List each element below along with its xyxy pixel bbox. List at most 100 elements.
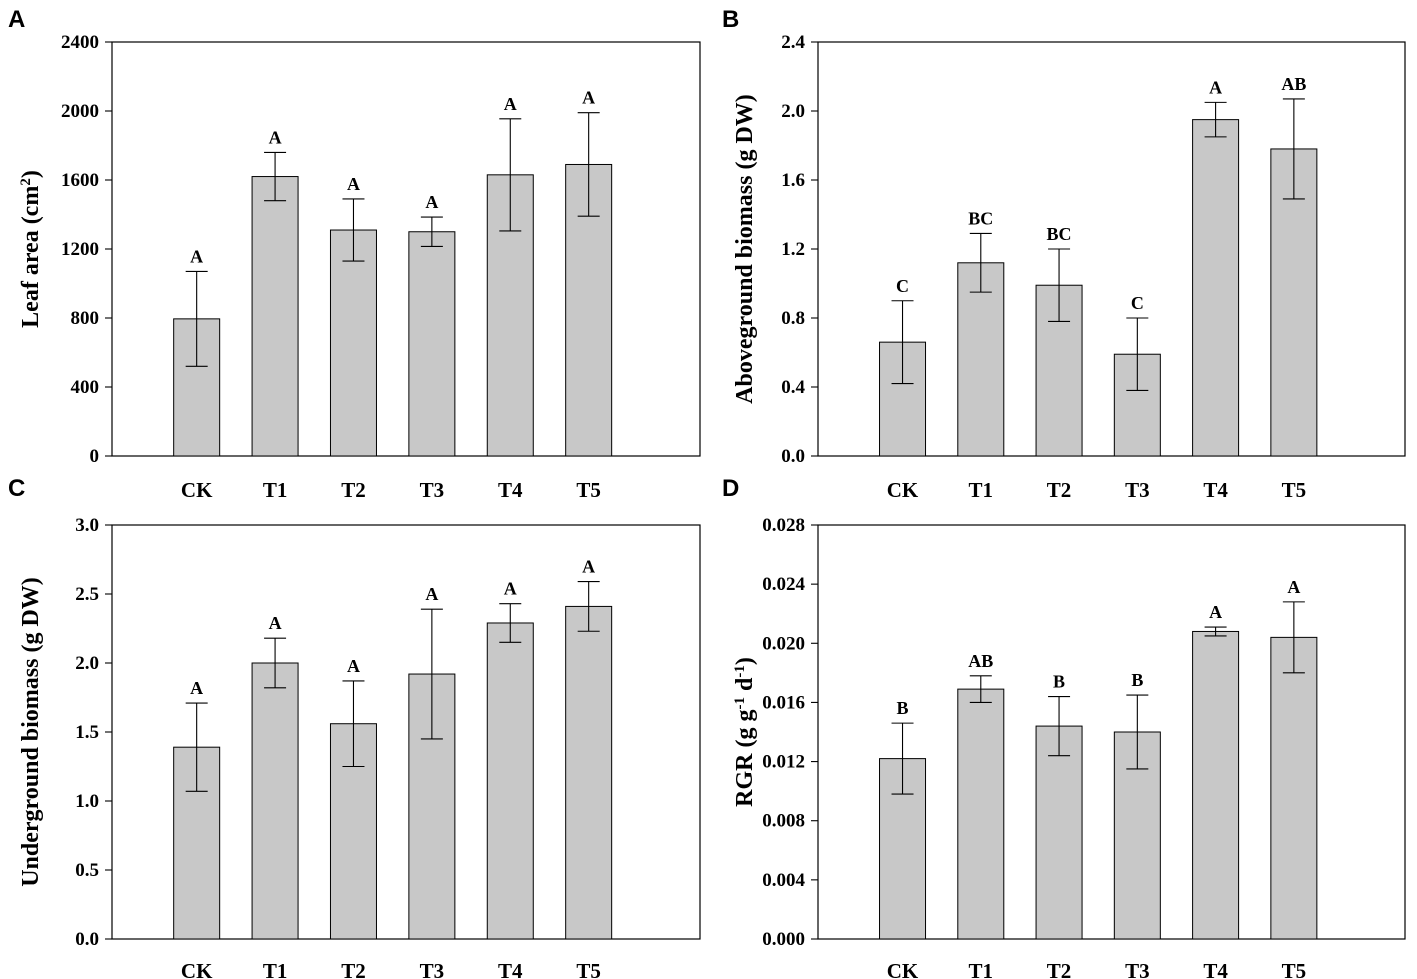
y-tick-label: 0.5 [75, 860, 99, 881]
y-axis-label: Aboveground biomass (g DW) [732, 94, 758, 404]
x-category-label: CK [181, 959, 213, 979]
y-axis-label: Leaf area (cm2) [18, 170, 44, 328]
y-tick-label: 3.0 [75, 515, 99, 536]
significance-letter: B [897, 698, 909, 718]
y-axis-label: RGR (g g-1 d-1) [732, 657, 758, 807]
y-tick-label: 0.000 [762, 929, 805, 950]
bar-t5 [565, 605, 613, 940]
bar-t5 [1270, 636, 1318, 940]
y-tick-label: 2.4 [781, 32, 805, 53]
y-tick-label: 2000 [61, 101, 99, 122]
y-tick-label: 2.0 [75, 653, 99, 674]
x-category-label: T5 [1282, 478, 1307, 502]
significance-letter: A [347, 174, 360, 194]
y-tick-label: 2400 [61, 32, 99, 53]
significance-letter: A [269, 613, 282, 633]
x-category-label: T4 [1203, 959, 1228, 979]
plot-frame [817, 524, 1406, 940]
significance-letter: C [1131, 293, 1144, 313]
bar-t1 [957, 262, 1005, 457]
significance-letter: B [1053, 672, 1065, 692]
y-tick-label: 400 [71, 377, 100, 398]
significance-letter: A [582, 88, 595, 108]
x-category-label: T1 [969, 959, 994, 979]
x-category-label: CK [887, 478, 919, 502]
x-category-label: T2 [1047, 959, 1072, 979]
x-category-label: T2 [341, 959, 366, 979]
significance-letter: A [269, 127, 282, 147]
bar-t4 [486, 174, 534, 457]
panel-letter: B [722, 6, 739, 33]
y-tick-label: 800 [71, 308, 100, 329]
y-tick-label: 0.024 [762, 574, 805, 595]
x-category-label: T4 [498, 959, 523, 979]
y-axis-label-mid: d [732, 677, 758, 697]
y-axis-label-tail: ) [18, 170, 44, 178]
y-tick-label: 0.012 [762, 752, 805, 773]
y-tick-label: 1.5 [75, 722, 99, 743]
bar-t2 [1035, 725, 1083, 940]
significance-letter: A [425, 192, 438, 212]
bar-t3 [408, 231, 456, 457]
significance-letter: A [1287, 577, 1300, 597]
significance-letter: A [1209, 602, 1222, 622]
y-tick-label: 2.0 [781, 101, 805, 122]
significance-letter: AB [968, 651, 993, 671]
y-axis-label-sup: 2 [18, 178, 34, 186]
panel-b: B 0.0 0.4 0.8 1.2 1.6 2.0 2.4 Aboveground biomas… [722, 6, 1406, 502]
x-category-label: T3 [1125, 478, 1150, 502]
bar-t2 [329, 229, 377, 457]
y-tick-label: 0.0 [75, 929, 99, 950]
x-category-label: T2 [341, 478, 366, 502]
y-tick-label: 0.0 [781, 446, 805, 467]
y-tick-label: 1.0 [75, 791, 99, 812]
significance-letter: A [1209, 77, 1222, 97]
y-tick-label: 0.020 [762, 633, 805, 654]
x-category-label: T3 [420, 478, 445, 502]
y-axis-label-sup: -1 [732, 665, 748, 678]
bar-t4 [1192, 630, 1240, 940]
significance-letter: B [1131, 670, 1143, 690]
bar-t5 [1270, 148, 1318, 457]
x-category-label: CK [181, 478, 213, 502]
panel-letter: D [722, 475, 739, 502]
panel-a: A 0 400 800 1200 1600 2000 2400 Leaf area (cm2) A… [8, 6, 701, 502]
significance-letter: A [425, 584, 438, 604]
x-category-label: T5 [576, 959, 601, 979]
significance-letter: A [190, 678, 203, 698]
significance-letter: A [347, 656, 360, 676]
y-tick-label: 0.004 [762, 870, 805, 891]
panel-d: D 0.000 0.004 0.008 0.012 0.016 0.020 0.024 0.02… [722, 475, 1406, 979]
significance-letter: C [896, 276, 909, 296]
x-category-label: T5 [1282, 959, 1307, 979]
bar-t1 [251, 176, 299, 457]
x-category-label: T5 [576, 478, 601, 502]
y-tick-label: 2.5 [75, 584, 99, 605]
panel-letter: C [8, 475, 25, 502]
x-category-label: T1 [263, 478, 288, 502]
significance-letter: BC [1047, 224, 1072, 244]
x-category-label: T1 [263, 959, 288, 979]
x-category-label: T4 [498, 478, 523, 502]
significance-letter: A [504, 579, 517, 599]
x-category-label: T1 [969, 478, 994, 502]
bar-t4 [1192, 119, 1240, 457]
bar-t4 [486, 622, 534, 940]
y-tick-label: 1600 [61, 170, 99, 191]
y-axis-label-sup: -1 [732, 697, 748, 710]
bar-t1 [957, 688, 1005, 940]
x-category-label: T3 [420, 959, 445, 979]
y-tick-label: 1.2 [781, 239, 805, 260]
bar-t1 [251, 662, 299, 940]
significance-letter: A [504, 94, 517, 114]
significance-letter: A [190, 246, 203, 266]
y-axis-label: Underground biomass (g DW) [18, 577, 44, 887]
y-tick-label: 1.6 [781, 170, 805, 191]
y-axis-label-tail: ) [732, 657, 758, 665]
y-tick-label: 0.4 [781, 377, 805, 398]
x-category-label: T3 [1125, 959, 1150, 979]
x-category-label: CK [887, 959, 919, 979]
x-category-label: T2 [1047, 478, 1072, 502]
significance-letter: A [582, 557, 595, 577]
